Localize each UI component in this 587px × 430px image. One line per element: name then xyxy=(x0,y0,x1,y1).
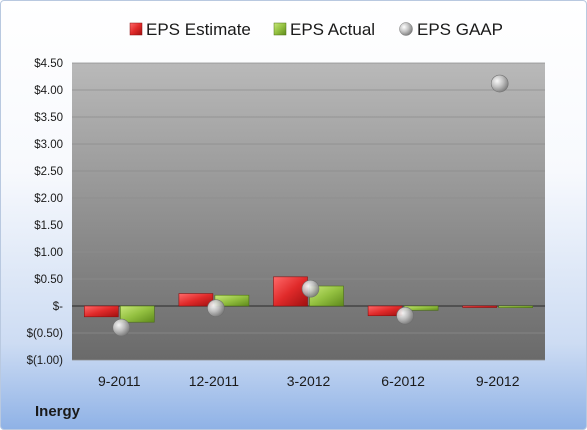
y-tick-label: $3.00 xyxy=(34,139,63,151)
legend-label-eps-actual: EPS Actual xyxy=(290,20,375,39)
y-tick-label: $4.00 xyxy=(34,85,63,97)
y-tick-label: $3.50 xyxy=(34,112,63,124)
y-tick-label: $4.50 xyxy=(34,58,63,70)
bar-eps-estimate xyxy=(178,293,214,307)
y-tick-label: $- xyxy=(53,301,63,313)
gaap-markers xyxy=(112,74,509,337)
y-tick-label: $2.00 xyxy=(34,193,63,205)
legend-label-eps-gaap: EPS GAAP xyxy=(417,20,503,39)
bar-eps-estimate xyxy=(462,305,498,308)
bar-eps-estimate xyxy=(84,305,119,318)
bar-eps-actual xyxy=(120,305,155,323)
marker-eps-gaap xyxy=(490,74,509,93)
x-axis-ticks: 9-2011 12-2011 3-2012 6-2012 9-2012 xyxy=(98,373,520,389)
marker-eps-gaap xyxy=(112,318,131,337)
y-tick-label: $2.50 xyxy=(34,166,63,178)
legend-swatch-eps-actual xyxy=(273,22,287,36)
marker-eps-gaap xyxy=(396,306,414,325)
y-tick-label: $1.00 xyxy=(34,247,63,259)
marker-eps-gaap xyxy=(207,299,225,317)
y-tick-label: $0.50 xyxy=(34,274,63,286)
bar-marks xyxy=(84,276,534,323)
y-tick-label: $(1.00) xyxy=(27,355,64,367)
company-name: Inergy xyxy=(35,403,81,420)
marker-eps-gaap xyxy=(301,279,320,298)
bar-eps-estimate xyxy=(273,276,308,307)
legend-swatch-eps-estimate xyxy=(129,22,143,36)
legend-label-eps-estimate: EPS Estimate xyxy=(146,20,251,39)
x-tick-label: 12-2011 xyxy=(189,373,240,389)
x-tick-label: 9-2011 xyxy=(98,373,141,389)
x-tick-label: 3-2012 xyxy=(287,373,331,389)
y-tick-label: $1.50 xyxy=(34,220,63,232)
y-tick-label: $(0.50) xyxy=(27,328,64,340)
x-tick-label: 9-2012 xyxy=(476,373,520,389)
bar-eps-actual xyxy=(498,305,534,308)
y-axis-ticks: $(1.00) $(0.50) $- $0.50 $1.00 $1.50 $2.00 $2.5… xyxy=(27,58,64,367)
chart-legend: EPS Estimate EPS Actual EPS GAAP xyxy=(129,20,503,39)
legend-swatch-eps-gaap xyxy=(399,22,413,36)
x-tick-label: 6-2012 xyxy=(381,373,425,389)
